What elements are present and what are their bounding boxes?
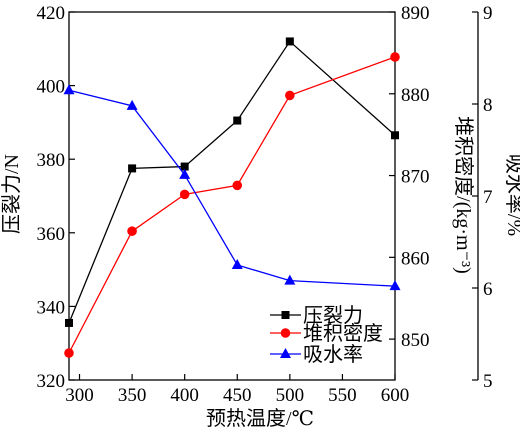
series-line (68, 89, 396, 287)
left-tick-label: 340 (37, 297, 66, 318)
right-tick-label-water: 7 (483, 187, 493, 208)
plot-frame (68, 11, 479, 381)
data-point (127, 226, 137, 236)
data-point (126, 99, 138, 110)
left-tick-label: 360 (37, 224, 66, 245)
right-tick-label-density: 870 (401, 167, 430, 188)
x-tick-label: 400 (170, 385, 199, 406)
x-tick-label: 500 (276, 385, 305, 406)
legend-marker-water (280, 348, 291, 358)
data-point (179, 189, 190, 200)
data-point (65, 318, 73, 327)
right-tick-label-water: 9 (483, 3, 493, 24)
x-tick-label: 450 (223, 385, 252, 406)
series-right2 (63, 84, 401, 291)
series-right1 (64, 52, 400, 358)
x-axis-title: 预热温度/℃ (206, 407, 314, 430)
legend-marker-shape (280, 328, 291, 338)
data-point (284, 274, 296, 285)
legend-item-fracture: 压裂力 (270, 304, 363, 327)
legend-marker-shape (280, 348, 291, 358)
right-tick-label-water: 5 (483, 371, 493, 392)
right-tick-label-water: 8 (483, 95, 493, 116)
legend-marker-density (280, 328, 291, 338)
left-axis-title: 压裂力/N (0, 154, 23, 234)
series-group (63, 37, 401, 358)
legend-label-density: 堆积密度 (303, 322, 383, 345)
plot-border (68, 11, 396, 381)
data-point (179, 168, 191, 179)
legend-item-water: 吸水率 (270, 343, 363, 366)
left-tick-label: 400 (37, 77, 66, 98)
left-tick-label: 320 (37, 371, 66, 392)
series-line (68, 56, 396, 354)
series-left (65, 37, 399, 327)
right-tick-label-density: 860 (401, 248, 430, 269)
right-tick-label-density: 880 (401, 85, 430, 106)
legend: 压裂力 堆积密度 吸水率 (270, 304, 383, 366)
x-tick-label: 350 (118, 385, 147, 406)
data-point (231, 259, 243, 269)
data-point (390, 52, 400, 62)
data-point (389, 280, 401, 291)
series-line (68, 40, 396, 324)
legend-label-water: 吸水率 (303, 343, 363, 366)
data-point (128, 164, 137, 173)
legend-label-fracture: 压裂力 (303, 304, 363, 327)
data-point (232, 180, 243, 191)
data-point (391, 131, 399, 140)
right-tick-label-density: 850 (401, 330, 430, 351)
data-point (180, 162, 189, 171)
axis-ticks: 300 350 400 450 500 550 600 320 340 360 380 400 420 8… (37, 3, 493, 406)
legend-marker-fracture (281, 311, 290, 319)
left-tick-label: 380 (37, 150, 66, 171)
left-tick-label: 420 (37, 3, 66, 24)
data-point (63, 84, 75, 95)
legend-marker-shape (281, 311, 290, 319)
x-tick-label: 300 (65, 385, 94, 406)
x-tick-label: 550 (328, 385, 357, 406)
legend-item-density: 堆积密度 (270, 322, 383, 345)
data-point (233, 116, 242, 125)
right-axis-title-density: 堆积密度/(kg·m⁻³) (452, 116, 475, 274)
right-tick-label-water: 6 (483, 279, 493, 300)
data-point (285, 90, 295, 101)
data-point (285, 37, 294, 46)
data-point (64, 348, 74, 358)
x-tick-label: 600 (381, 385, 410, 406)
right-axis-title-water: 吸水率/% (503, 154, 520, 236)
right-tick-label-density: 890 (401, 3, 430, 24)
